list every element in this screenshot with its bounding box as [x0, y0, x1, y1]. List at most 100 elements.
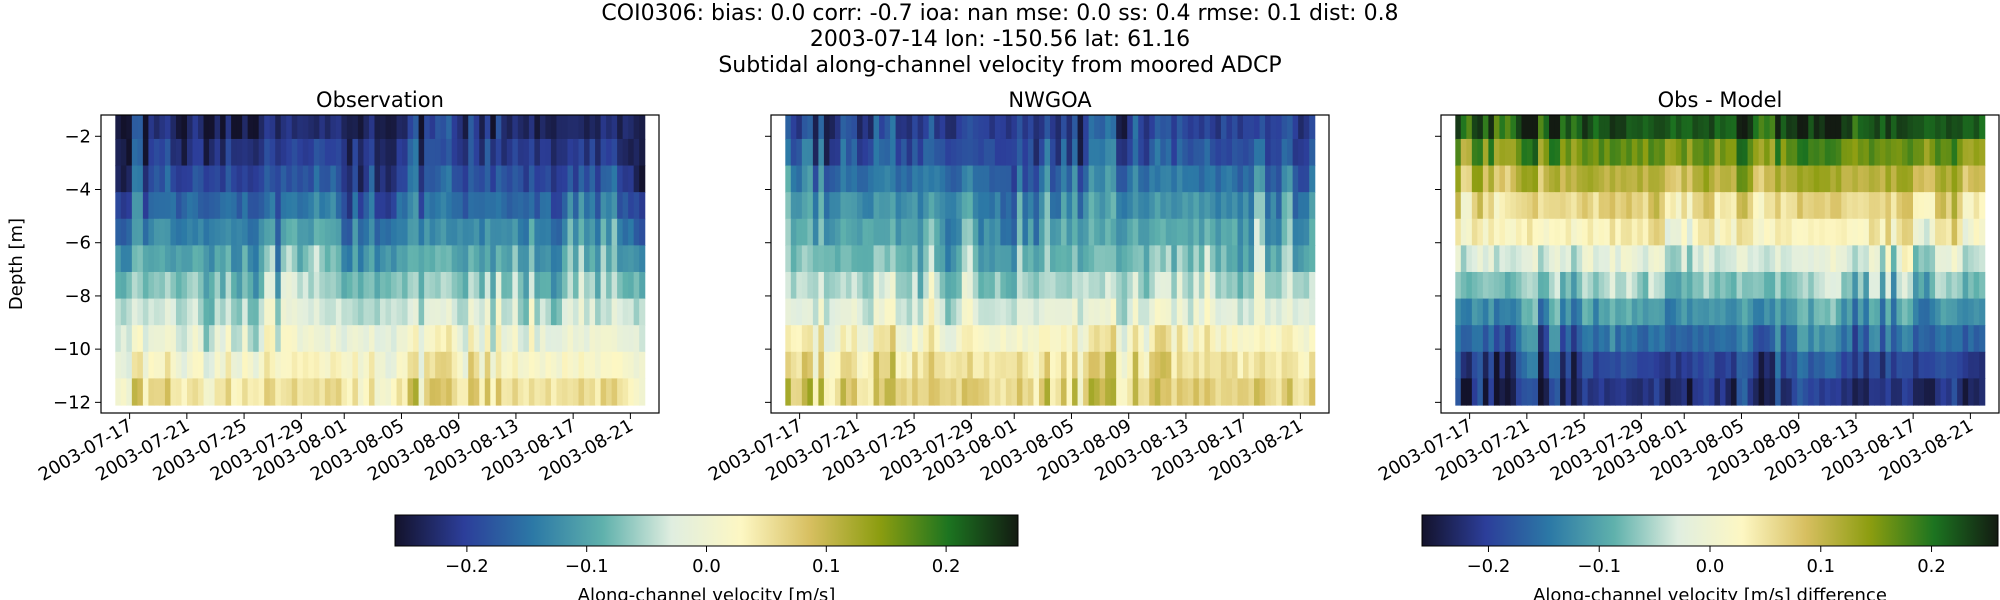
heatmap-cell [1813, 138, 1820, 167]
heatmap-cell [302, 378, 309, 406]
heatmap-cell [961, 165, 968, 193]
heatmap-cell [868, 192, 875, 220]
heatmap-cell [534, 115, 541, 140]
heatmap-cell [512, 271, 519, 300]
heatmap-cell [258, 298, 265, 326]
heatmap-cell [1659, 192, 1666, 220]
heatmap-cell [967, 378, 974, 406]
heatmap-cell [868, 115, 875, 140]
heatmap-cell [1061, 138, 1068, 167]
heatmap-cell [611, 325, 618, 353]
heatmap-cell [834, 115, 842, 140]
heatmap-cell [1742, 218, 1749, 246]
heatmap-cell [945, 298, 952, 326]
heatmap-cell [1968, 192, 1975, 220]
heatmap-cell [1973, 245, 1980, 273]
heatmap-cell [528, 245, 535, 273]
heatmap-cell [1565, 325, 1572, 353]
heatmap-cell [1615, 378, 1622, 406]
heatmap-cell [1083, 271, 1090, 300]
heatmap-cell [220, 351, 227, 380]
heatmap-cell [1973, 378, 1980, 406]
heatmap-cell [391, 165, 398, 193]
heatmap-cell [357, 245, 365, 273]
heatmap-cell [1764, 271, 1771, 300]
heatmap-cell [639, 165, 646, 193]
heatmap-cell [1309, 351, 1316, 380]
heatmap-cell [1510, 245, 1517, 273]
heatmap-cell [617, 138, 624, 167]
heatmap-cell [242, 165, 249, 193]
heatmap-cell [413, 245, 420, 273]
heatmap-cell [1769, 325, 1776, 353]
heatmap-cell [137, 325, 144, 353]
heatmap-cell [550, 138, 558, 167]
heatmap-cell [374, 298, 381, 326]
heatmap-cell [319, 165, 326, 193]
heatmap-cell [1929, 378, 1936, 406]
heatmap-cell [335, 218, 342, 246]
heatmap-cell [131, 325, 138, 353]
heatmap-cell [972, 271, 979, 300]
heatmap-cell [120, 115, 127, 140]
heatmap-cell [611, 192, 618, 220]
heatmap-cell [1000, 165, 1007, 193]
heatmap-cell [994, 325, 1001, 353]
heatmap-cell [484, 245, 491, 273]
heatmap-cell [1499, 192, 1506, 220]
heatmap-cell [1160, 192, 1167, 220]
heatmap-cell [611, 351, 618, 380]
heatmap-cell [1215, 271, 1222, 300]
heatmap-cell [1038, 298, 1046, 326]
heatmap-cell [242, 138, 249, 167]
heatmap-cell [1896, 165, 1903, 193]
heatmap-cell [275, 298, 282, 326]
heatmap-cell [297, 298, 304, 326]
heatmap-cell [1088, 218, 1095, 246]
heatmap-cell [352, 165, 359, 193]
heatmap-cell [1488, 165, 1495, 193]
heatmap-cell [573, 378, 580, 406]
heatmap-cell [319, 325, 326, 353]
heatmap-cell [187, 378, 194, 406]
heatmap-cell [1968, 271, 1975, 300]
heatmap-cell [818, 298, 825, 326]
heatmap-cell [1620, 351, 1627, 380]
heatmap-cell [462, 218, 469, 246]
heatmap-cell [1764, 298, 1771, 326]
heatmap-cell [148, 298, 155, 326]
heatmap-cell [1637, 351, 1644, 380]
heatmap-cell [1753, 351, 1760, 380]
heatmap-cell [473, 192, 480, 220]
heatmap-cell [1653, 351, 1660, 380]
heatmap-cell [790, 115, 797, 140]
heatmap-cell [945, 351, 952, 380]
heatmap-cell [198, 192, 205, 220]
heatmap-cell [214, 165, 221, 193]
heatmap-cell [1675, 351, 1682, 380]
heatmap-cell [501, 218, 508, 246]
heatmap-cell [1055, 192, 1062, 220]
heatmap-cell [198, 325, 205, 353]
heatmap-cell [1731, 218, 1738, 246]
heatmap-cell [961, 245, 968, 273]
heatmap-cell [275, 325, 282, 353]
heatmap-cell [1957, 351, 1964, 380]
heatmap-cell [1022, 218, 1029, 246]
heatmap-cell [120, 245, 127, 273]
heatmap-cell [402, 325, 409, 353]
heatmap-cell [396, 115, 403, 140]
heatmap-cell [1204, 298, 1211, 326]
heatmap-cell [1110, 115, 1117, 140]
heatmap-cell [1620, 298, 1627, 326]
heatmap-cell [1764, 378, 1771, 406]
heatmap-cell [857, 378, 864, 406]
heatmap-cell [873, 271, 880, 300]
heatmap-cell [363, 245, 370, 273]
heatmap-cell [1703, 192, 1710, 220]
heatmap-cell [1857, 115, 1864, 140]
heatmap-cell [1270, 192, 1277, 220]
heatmap-cell [1686, 298, 1694, 326]
heatmap-cell [1276, 138, 1283, 167]
